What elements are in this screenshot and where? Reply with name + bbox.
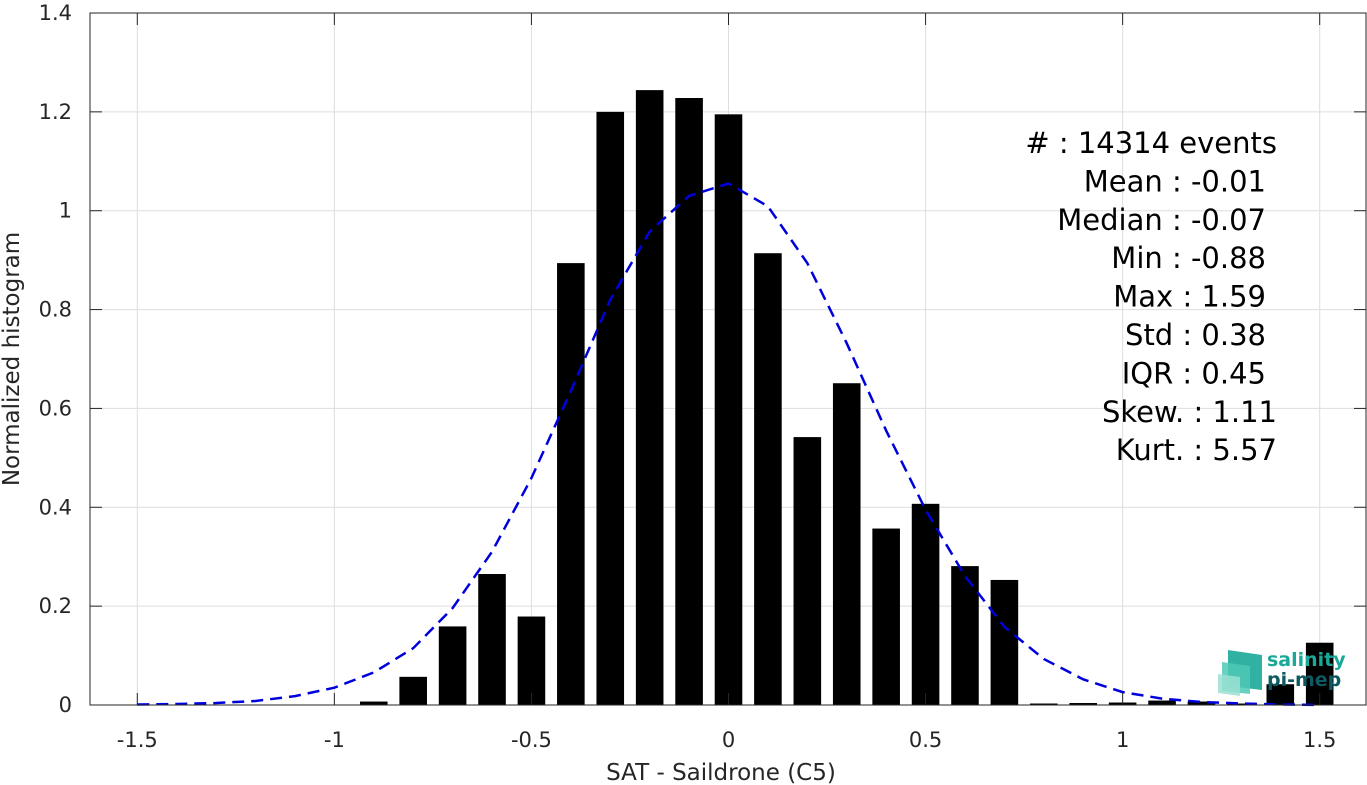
stat-line-3: Min : -0.88: [1111, 241, 1266, 275]
histogram-bar-15: [951, 566, 979, 705]
x-tick-label-2: -0.5: [511, 728, 552, 752]
salinity-pi-mep-logo: salinity pi-mep: [1218, 649, 1346, 696]
logo-mark-icon: [1218, 650, 1262, 696]
histogram-bar-6: [596, 111, 625, 706]
histogram-bar-16: [990, 579, 1019, 705]
x-tick-label-3: 0: [722, 728, 735, 752]
histogram-bar-23: [1266, 684, 1295, 705]
histogram-bar-8: [675, 98, 703, 705]
histogram-bars: [359, 90, 1334, 706]
histogram-bar-0: [359, 701, 388, 705]
histogram-bar-1: [399, 676, 427, 705]
stat-line-2: Median : -0.07: [1057, 203, 1266, 237]
x-tick-label-0: -1.5: [117, 728, 158, 752]
histogram-bar-2: [438, 626, 467, 705]
histogram-bar-9: [714, 114, 743, 706]
histogram-bar-17: [1030, 703, 1058, 705]
y-tick-label-2: 0.4: [39, 495, 72, 519]
histogram-bar-11: [793, 437, 822, 705]
histogram-bar-14: [911, 503, 940, 705]
stat-line-8: Kurt. : 5.57: [1116, 433, 1277, 467]
gaussian-fit-line: [137, 182, 1320, 707]
y-tick-labels: 0 0.2 0.4 0.6 0.8 1 1.2 1.4: [39, 1, 72, 717]
histogram-bar-7: [635, 90, 664, 705]
logo-text-salinity: salinity: [1267, 649, 1346, 671]
y-tick-label-5: 1: [59, 199, 72, 223]
stat-line-7: Skew. : 1.11: [1102, 395, 1277, 429]
x-axis-label: SAT - Saildrone (C5): [606, 760, 836, 785]
histogram-bar-4: [517, 616, 546, 705]
stat-line-5: Std : 0.38: [1125, 318, 1266, 352]
stat-line-1: Mean : -0.01: [1084, 164, 1266, 198]
y-axis-label: Normalized histogram: [0, 232, 25, 486]
histogram-bar-3: [478, 574, 506, 705]
statistics-annotation: # : 14314 events Mean : -0.01 Median : -0.…: [1025, 126, 1277, 467]
x-tick-label-4: 0.5: [909, 728, 942, 752]
y-tick-label-6: 1.2: [39, 100, 72, 124]
histogram-bar-21: [1187, 701, 1216, 705]
logo-text-pi-mep: pi-mep: [1267, 669, 1341, 691]
x-tick-label-1: -1: [324, 728, 345, 752]
y-tick-label-1: 0.2: [39, 594, 72, 618]
histogram-bar-22: [1227, 703, 1255, 705]
histogram-bar-13: [872, 528, 900, 705]
y-tick-label-7: 1.4: [39, 1, 72, 25]
y-tick-label-4: 0.8: [39, 298, 72, 322]
y-tick-label-3: 0.6: [39, 396, 72, 420]
stat-line-6: IQR : 0.45: [1122, 356, 1266, 390]
histogram-bar-20: [1148, 700, 1176, 705]
histogram-bar-12: [832, 383, 861, 705]
histogram-bar-5: [557, 263, 585, 705]
x-tick-labels: -1.5 -1 -0.5 0 0.5 1 1.5: [117, 728, 1337, 752]
stat-line-4: Max : 1.59: [1113, 280, 1266, 314]
histogram-bar-10: [754, 253, 782, 706]
x-tick-label-6: 1.5: [1303, 728, 1336, 752]
y-tick-label-0: 0: [59, 693, 72, 717]
x-tick-label-5: 1: [1116, 728, 1129, 752]
plot-axes: [89, 12, 1367, 706]
histogram-bar-18: [1069, 703, 1098, 705]
stat-line-0: # : 14314 events: [1025, 126, 1277, 160]
